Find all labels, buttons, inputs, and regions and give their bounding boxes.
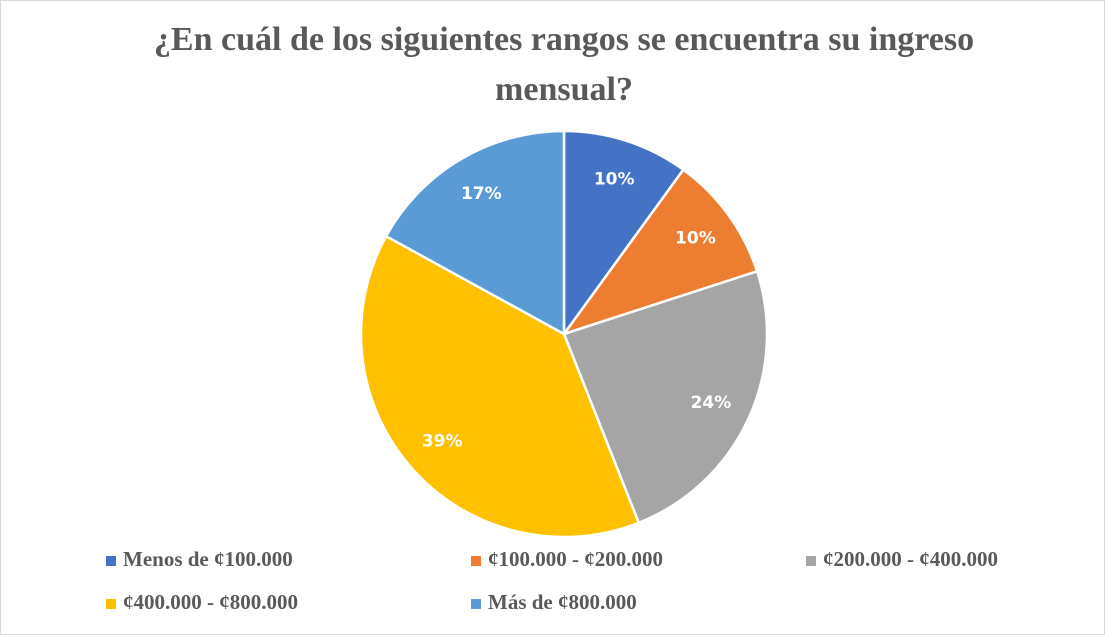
legend-swatch <box>106 599 116 609</box>
legend-swatch <box>471 599 481 609</box>
legend-label: Más de ¢800.000 <box>488 590 637 614</box>
chart-title: ¿En cuál de los siguientes rangos se enc… <box>153 21 975 108</box>
data-label: 39% <box>422 431 463 451</box>
legend-swatch <box>806 556 816 566</box>
pie-slice <box>384 129 566 337</box>
data-label: 17% <box>461 184 502 204</box>
pie-slice <box>560 168 759 337</box>
legend-label: ¢200.000 - ¢400.000 <box>823 547 998 571</box>
legend-label: Menos de ¢100.000 <box>123 547 293 571</box>
data-label: 10% <box>675 229 716 249</box>
legend-label: ¢100.000 - ¢200.000 <box>488 547 663 571</box>
pie-slice <box>562 129 686 338</box>
data-label: 24% <box>691 393 732 413</box>
legend-swatch <box>471 556 481 566</box>
pie-slice <box>359 234 641 539</box>
legend-label: ¢400.000 - ¢800.000 <box>123 590 298 614</box>
legend-swatch <box>106 556 116 566</box>
data-label: 10% <box>594 170 635 190</box>
